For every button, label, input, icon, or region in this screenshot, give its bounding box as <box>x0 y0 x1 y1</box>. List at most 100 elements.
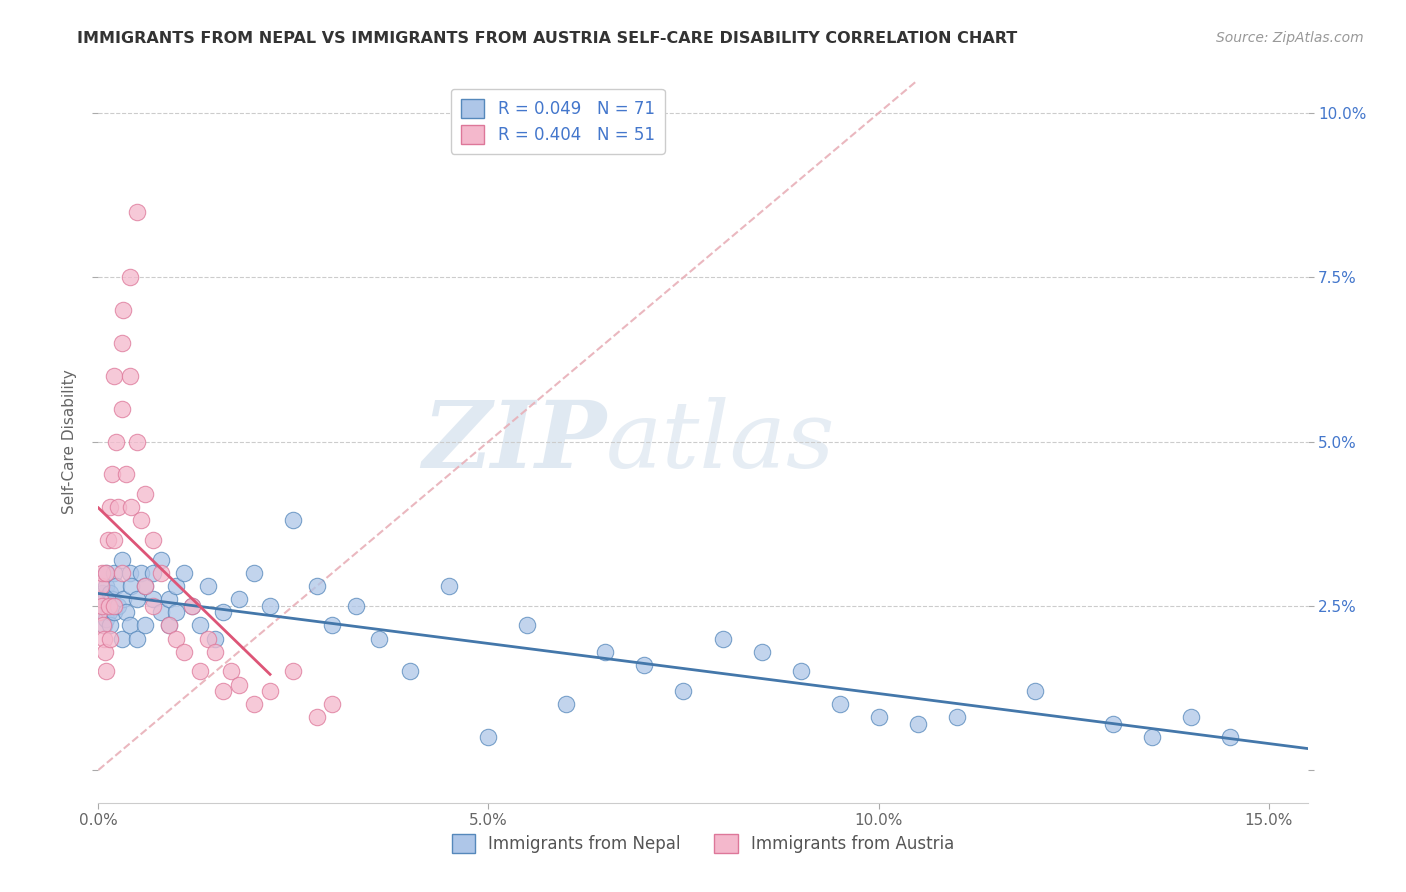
Point <box>96 612 118 626</box>
Point <box>118 270 141 285</box>
Point <box>204 645 226 659</box>
Point <box>98 632 121 646</box>
Point <box>188 665 211 679</box>
Point <box>283 665 305 679</box>
Point <box>120 500 142 515</box>
Point <box>1180 710 1202 724</box>
Point <box>96 566 118 580</box>
Point <box>165 632 187 646</box>
Point <box>118 566 141 580</box>
Point <box>344 599 367 613</box>
Point <box>165 579 187 593</box>
Point <box>149 553 172 567</box>
Point <box>118 368 141 383</box>
Point <box>98 500 121 515</box>
Point <box>89 605 111 619</box>
Point <box>228 677 250 691</box>
Point <box>131 513 153 527</box>
Point <box>1140 730 1163 744</box>
Point <box>103 368 125 383</box>
Point <box>127 592 149 607</box>
Text: IMMIGRANTS FROM NEPAL VS IMMIGRANTS FROM AUSTRIA SELF-CARE DISABILITY CORRELATIO: IMMIGRANTS FROM NEPAL VS IMMIGRANTS FROM… <box>77 31 1018 46</box>
Point <box>91 599 114 613</box>
Point <box>477 730 499 744</box>
Point <box>104 579 127 593</box>
Point <box>595 645 617 659</box>
Point <box>555 698 578 712</box>
Point <box>321 618 343 632</box>
Point <box>97 533 120 547</box>
Point <box>97 599 120 613</box>
Point <box>516 618 538 632</box>
Point <box>1219 730 1241 744</box>
Point <box>157 618 180 632</box>
Point <box>828 698 851 712</box>
Point <box>91 618 114 632</box>
Point <box>173 645 195 659</box>
Point <box>219 665 242 679</box>
Point <box>93 592 115 607</box>
Point <box>243 698 266 712</box>
Point <box>134 579 156 593</box>
Point <box>305 710 328 724</box>
Point <box>204 632 226 646</box>
Point <box>711 632 734 646</box>
Point <box>90 579 112 593</box>
Point <box>173 566 195 580</box>
Point <box>134 487 156 501</box>
Point <box>134 579 156 593</box>
Point <box>127 632 149 646</box>
Point <box>107 500 129 515</box>
Point <box>111 632 134 646</box>
Point <box>321 698 343 712</box>
Point <box>111 566 134 580</box>
Legend: Immigrants from Nepal, Immigrants from Austria: Immigrants from Nepal, Immigrants from A… <box>446 827 960 860</box>
Point <box>107 599 129 613</box>
Point <box>149 605 172 619</box>
Point <box>96 665 118 679</box>
Point <box>134 618 156 632</box>
Point <box>633 657 655 672</box>
Point <box>127 434 149 449</box>
Point <box>111 336 134 351</box>
Point <box>96 579 118 593</box>
Point <box>93 645 115 659</box>
Point <box>157 592 180 607</box>
Point <box>368 632 391 646</box>
Point <box>212 605 235 619</box>
Point <box>111 401 134 416</box>
Point <box>89 592 111 607</box>
Point <box>104 434 127 449</box>
Point <box>97 605 120 619</box>
Point <box>789 665 811 679</box>
Point <box>907 717 929 731</box>
Point <box>142 566 165 580</box>
Point <box>103 533 125 547</box>
Point <box>98 618 121 632</box>
Point <box>93 618 115 632</box>
Point <box>672 684 695 698</box>
Point <box>103 566 125 580</box>
Point <box>112 592 135 607</box>
Point <box>259 599 281 613</box>
Point <box>228 592 250 607</box>
Y-axis label: Self-Care Disability: Self-Care Disability <box>62 369 77 514</box>
Point <box>149 566 172 580</box>
Point <box>439 579 461 593</box>
Point <box>181 599 204 613</box>
Point <box>945 710 967 724</box>
Point <box>96 566 118 580</box>
Point <box>197 632 219 646</box>
Point <box>112 303 135 318</box>
Point <box>98 585 121 599</box>
Point <box>399 665 422 679</box>
Point <box>120 579 142 593</box>
Point <box>243 566 266 580</box>
Point <box>142 533 165 547</box>
Point <box>118 618 141 632</box>
Point <box>157 618 180 632</box>
Point <box>283 513 305 527</box>
Point <box>114 467 136 482</box>
Point <box>93 632 115 646</box>
Point <box>305 579 328 593</box>
